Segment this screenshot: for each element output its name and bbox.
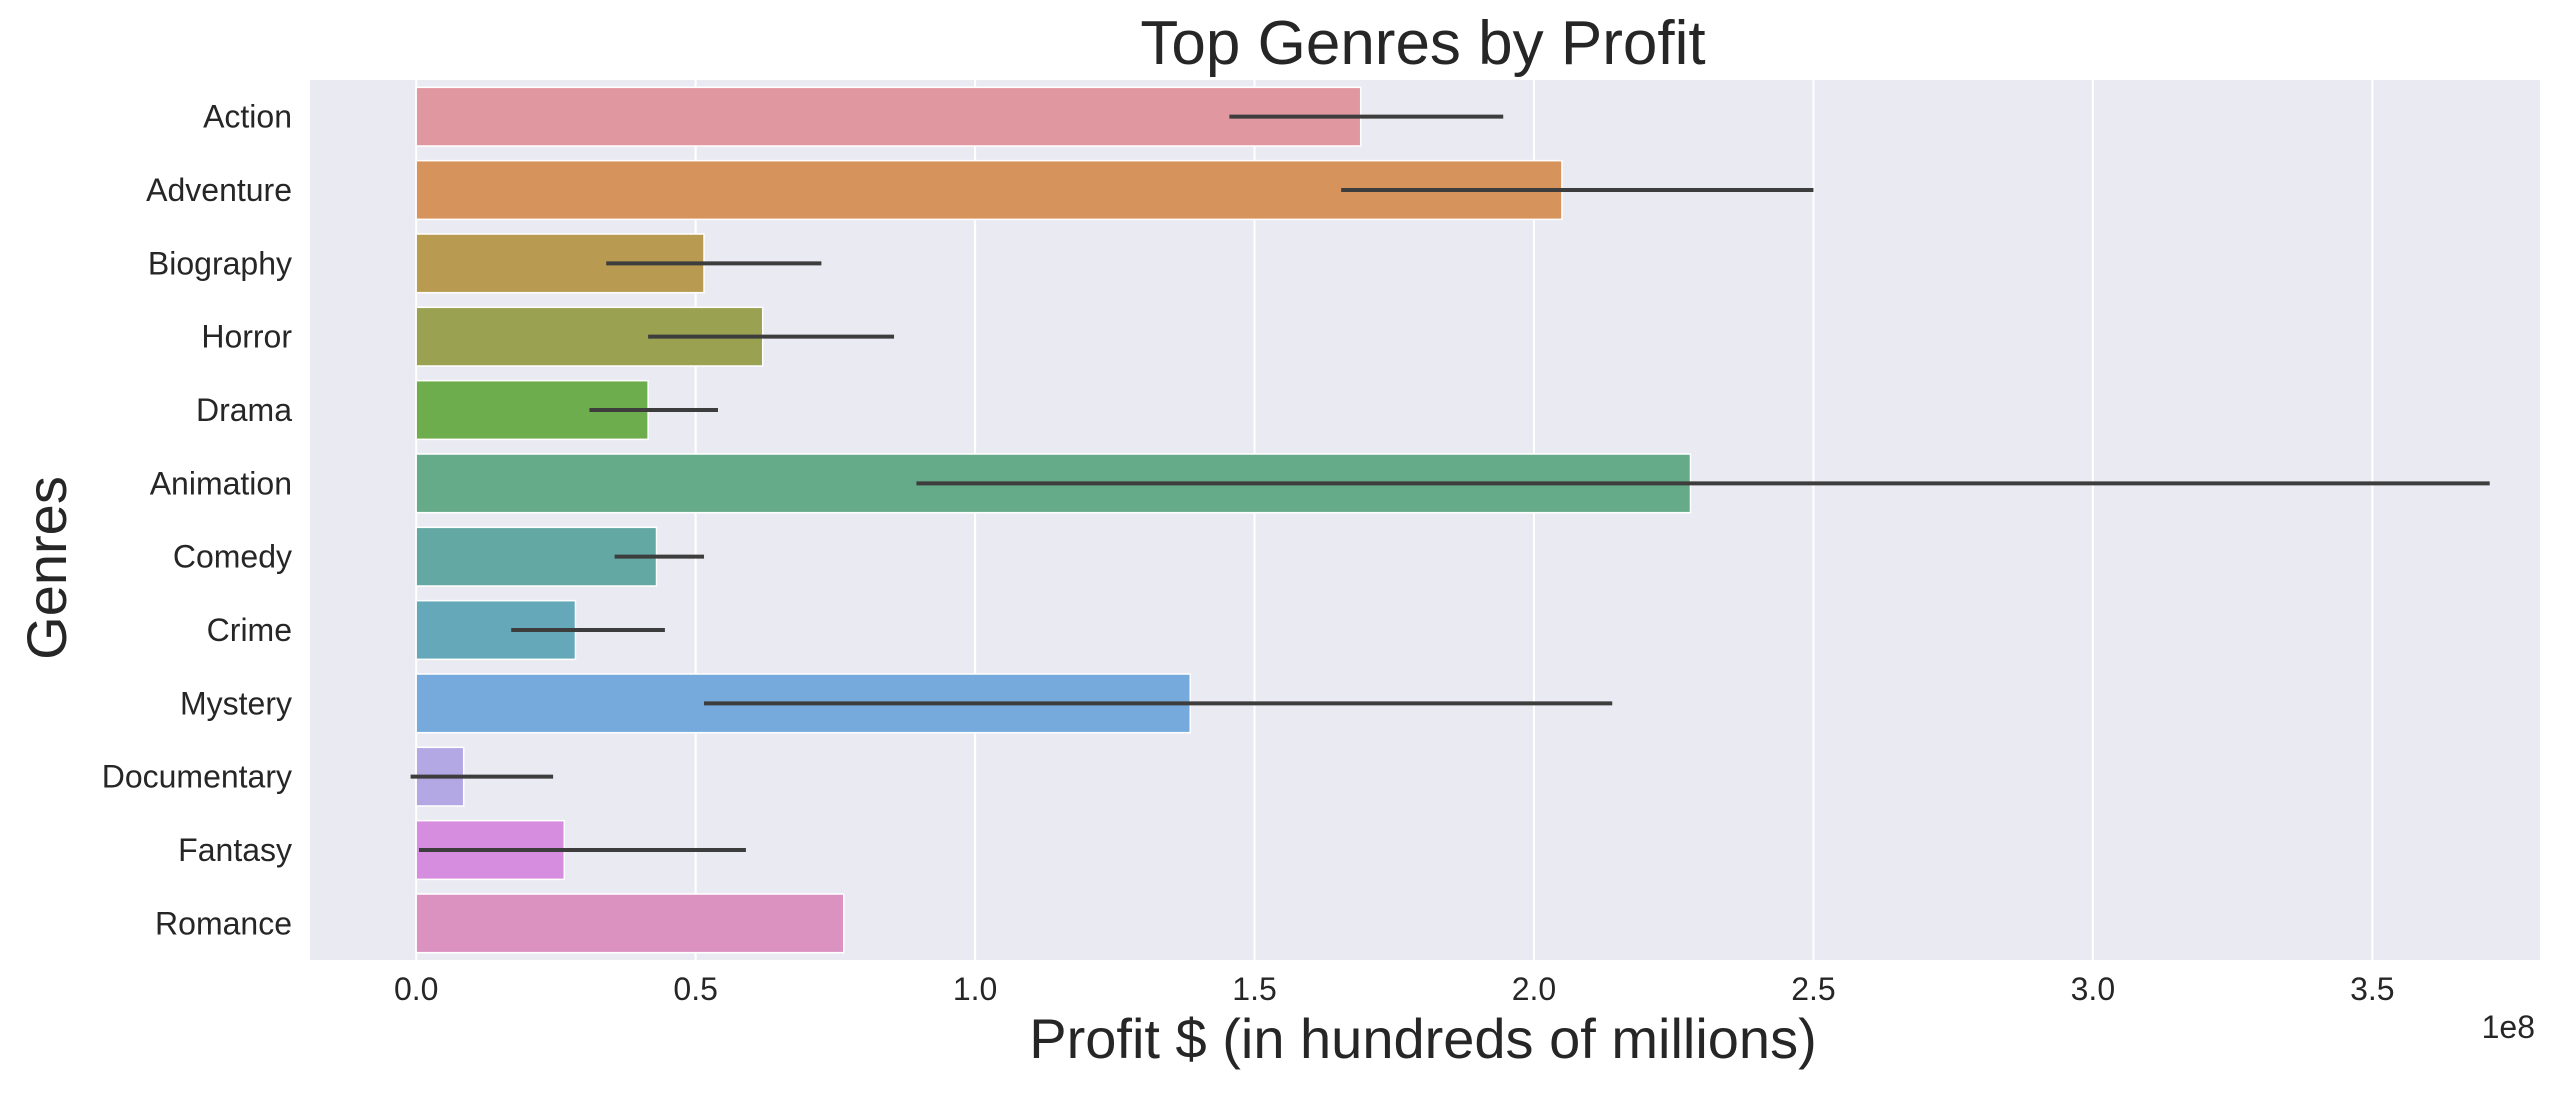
y-tick-labels: Action Adventure Biography Horror Drama Anima… bbox=[102, 99, 293, 942]
x-tick-labels: 0.0 0.5 1.0 1.5 2.0 2.5 3.0 3.5 bbox=[394, 971, 2395, 1007]
plot-area bbox=[310, 80, 2540, 960]
x-tick-label: 3.5 bbox=[2350, 971, 2394, 1007]
bar-action bbox=[415, 86, 1362, 147]
y-tick-label: Crime bbox=[207, 612, 292, 648]
x-tick-label: 2.5 bbox=[1791, 971, 1835, 1007]
y-tick-label: Animation bbox=[150, 465, 292, 501]
y-tick-label: Drama bbox=[196, 392, 292, 428]
y-tick-label: Fantasy bbox=[178, 832, 292, 868]
bar-romance bbox=[415, 893, 845, 954]
y-tick-label: Comedy bbox=[173, 539, 292, 575]
y-tick-label: Adventure bbox=[146, 172, 292, 208]
x-tick-label: 0.5 bbox=[673, 971, 717, 1007]
x-tick-label: 1.0 bbox=[953, 971, 997, 1007]
y-tick-label: Romance bbox=[155, 905, 292, 941]
y-axis-label: Genres bbox=[15, 476, 78, 660]
x-tick-label: 3.0 bbox=[2071, 971, 2115, 1007]
x-tick-label: 0.0 bbox=[394, 971, 438, 1007]
x-axis-offset-label: 1e8 bbox=[2482, 1009, 2535, 1045]
chart-title: Top Genres by Profit bbox=[1140, 9, 1705, 78]
x-tick-label: 1.5 bbox=[1232, 971, 1276, 1007]
y-tick-label: Action bbox=[203, 99, 292, 135]
y-tick-label: Horror bbox=[201, 319, 292, 355]
error-bars bbox=[410, 114, 2490, 852]
bars bbox=[415, 86, 1692, 954]
y-tick-label: Biography bbox=[148, 245, 292, 281]
y-tick-label: Documentary bbox=[102, 759, 292, 795]
x-axis-label: Profit $ (in hundreds of millions) bbox=[1029, 1007, 1816, 1070]
y-tick-label: Mystery bbox=[180, 685, 292, 721]
grid-lines bbox=[415, 80, 2374, 960]
x-tick-label: 2.0 bbox=[1512, 971, 1556, 1007]
